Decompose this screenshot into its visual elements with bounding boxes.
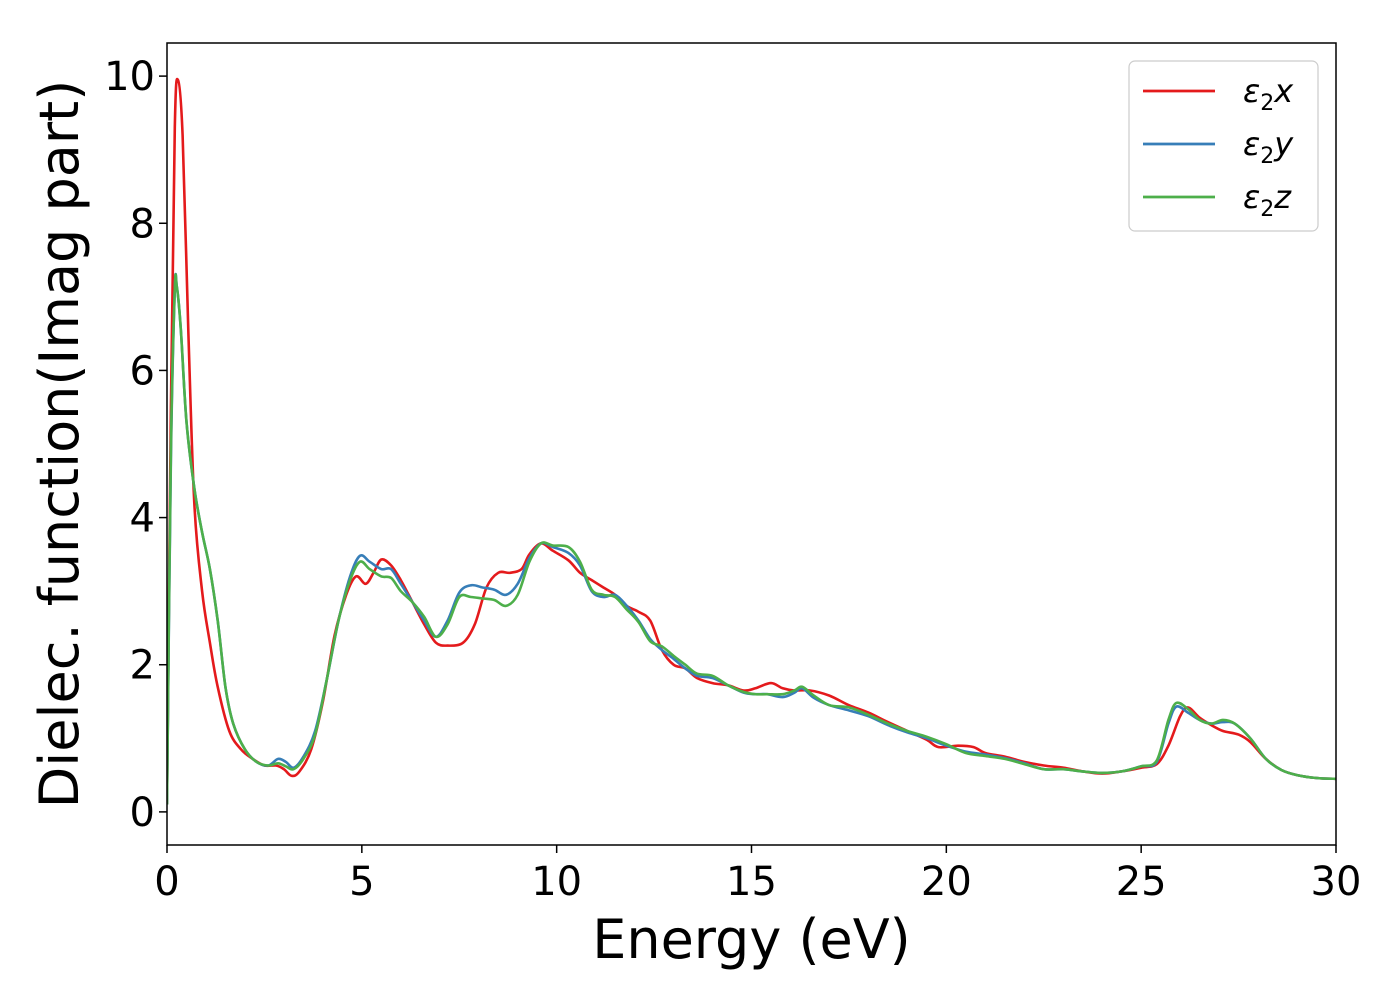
- y-tick-label: 4: [130, 496, 155, 542]
- x-tick-label: 15: [726, 859, 777, 905]
- series-line-y: [167, 272, 1336, 805]
- x-axis-label: Energy (eV): [592, 908, 911, 971]
- y-tick-label: 2: [130, 643, 155, 689]
- legend-label-y: ε2y: [1243, 125, 1294, 169]
- y-axis-label: Dielec. function(Imag part): [28, 80, 91, 809]
- x-tick-label: 25: [1116, 859, 1167, 905]
- y-tick-label: 6: [130, 348, 155, 394]
- legend-box: [1128, 60, 1319, 232]
- y-tick-label: 10: [104, 54, 155, 100]
- y-tick-label: 0: [130, 790, 155, 836]
- y-tick-label: 8: [130, 201, 155, 247]
- series-line-z: [167, 273, 1336, 805]
- x-tick-label: 0: [154, 859, 179, 905]
- x-tick-label: 5: [349, 859, 374, 905]
- legend-label-x: ε2x: [1243, 72, 1294, 116]
- y-axis: 0 2 4 6 8 10: [104, 54, 167, 836]
- series-layer: [167, 77, 1336, 805]
- legend-label-z: ε2z: [1243, 178, 1292, 222]
- x-tick-label: 10: [531, 859, 582, 905]
- x-tick-label: 20: [921, 859, 972, 905]
- x-axis: 0 5 10 15 20 25 30: [154, 845, 1361, 905]
- legend: ε2x ε2y ε2z: [1128, 60, 1319, 232]
- x-tick-label: 30: [1311, 859, 1362, 905]
